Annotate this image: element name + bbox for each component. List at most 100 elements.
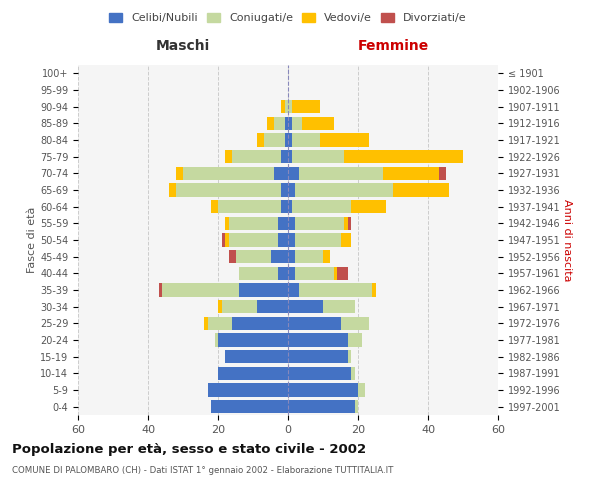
Bar: [288, 334, 347, 346]
Bar: [284, 116, 288, 130]
Bar: [292, 100, 320, 114]
Bar: [257, 300, 288, 314]
Bar: [274, 166, 288, 180]
Bar: [277, 234, 288, 246]
Bar: [239, 266, 277, 280]
Bar: [344, 150, 463, 164]
Bar: [277, 266, 288, 280]
Bar: [323, 250, 330, 264]
Bar: [263, 134, 284, 146]
Bar: [292, 150, 344, 164]
Bar: [288, 216, 295, 230]
Bar: [281, 200, 288, 213]
Bar: [347, 334, 361, 346]
Bar: [229, 216, 277, 230]
Bar: [347, 216, 351, 230]
Bar: [288, 284, 299, 296]
Bar: [295, 266, 334, 280]
Bar: [355, 400, 358, 413]
Bar: [299, 166, 383, 180]
Bar: [176, 184, 281, 196]
Bar: [208, 384, 288, 396]
Bar: [225, 150, 232, 164]
Bar: [288, 116, 292, 130]
Bar: [232, 316, 288, 330]
Bar: [372, 284, 376, 296]
Bar: [218, 200, 281, 213]
Y-axis label: Anni di nascita: Anni di nascita: [562, 198, 572, 281]
Bar: [211, 200, 218, 213]
Bar: [218, 366, 288, 380]
Bar: [334, 266, 337, 280]
Bar: [351, 200, 386, 213]
Bar: [288, 166, 299, 180]
Bar: [271, 250, 288, 264]
Bar: [281, 184, 288, 196]
Bar: [351, 366, 355, 380]
Bar: [323, 300, 355, 314]
Bar: [295, 250, 323, 264]
Bar: [218, 300, 221, 314]
Bar: [267, 116, 274, 130]
Bar: [288, 184, 295, 196]
Bar: [274, 116, 284, 130]
Text: Popolazione per età, sesso e stato civile - 2002: Popolazione per età, sesso e stato civil…: [12, 442, 366, 456]
Bar: [337, 266, 347, 280]
Bar: [358, 384, 365, 396]
Bar: [169, 184, 176, 196]
Bar: [281, 150, 288, 164]
Bar: [288, 200, 292, 213]
Bar: [288, 366, 351, 380]
Bar: [341, 234, 351, 246]
Bar: [183, 166, 274, 180]
Bar: [344, 216, 347, 230]
Bar: [302, 116, 334, 130]
Bar: [295, 216, 344, 230]
Bar: [295, 184, 393, 196]
Bar: [439, 166, 445, 180]
Bar: [320, 134, 368, 146]
Bar: [235, 250, 271, 264]
Bar: [292, 116, 302, 130]
Bar: [288, 150, 292, 164]
Text: COMUNE DI PALOMBARO (CH) - Dati ISTAT 1° gennaio 2002 - Elaborazione TUTTITALIA.: COMUNE DI PALOMBARO (CH) - Dati ISTAT 1°…: [12, 466, 394, 475]
Bar: [208, 316, 232, 330]
Bar: [288, 250, 295, 264]
Bar: [295, 234, 341, 246]
Bar: [288, 234, 295, 246]
Bar: [288, 134, 292, 146]
Legend: Celibi/Nubili, Coniugati/e, Vedovi/e, Divorziati/e: Celibi/Nubili, Coniugati/e, Vedovi/e, Di…: [105, 8, 471, 28]
Bar: [204, 316, 208, 330]
Bar: [257, 134, 263, 146]
Bar: [158, 284, 162, 296]
Bar: [229, 234, 277, 246]
Bar: [347, 350, 351, 364]
Bar: [232, 150, 281, 164]
Bar: [288, 316, 341, 330]
Bar: [393, 184, 449, 196]
Text: Maschi: Maschi: [156, 40, 210, 54]
Bar: [225, 350, 288, 364]
Bar: [292, 200, 351, 213]
Y-axis label: Fasce di età: Fasce di età: [27, 207, 37, 273]
Bar: [176, 166, 183, 180]
Bar: [221, 300, 257, 314]
Bar: [221, 234, 225, 246]
Bar: [288, 100, 292, 114]
Bar: [299, 284, 372, 296]
Bar: [225, 216, 229, 230]
Bar: [225, 234, 229, 246]
Bar: [288, 350, 347, 364]
Bar: [229, 250, 235, 264]
Bar: [215, 334, 218, 346]
Bar: [292, 134, 320, 146]
Bar: [218, 334, 288, 346]
Bar: [162, 284, 239, 296]
Bar: [211, 400, 288, 413]
Bar: [281, 100, 284, 114]
Bar: [284, 134, 288, 146]
Bar: [239, 284, 288, 296]
Bar: [288, 266, 295, 280]
Bar: [288, 400, 355, 413]
Bar: [341, 316, 368, 330]
